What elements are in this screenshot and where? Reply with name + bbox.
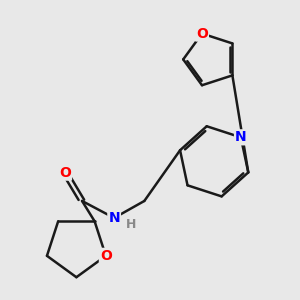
- Text: N: N: [108, 211, 120, 225]
- Text: N: N: [235, 130, 247, 144]
- Text: O: O: [196, 27, 208, 40]
- Text: H: H: [126, 218, 136, 231]
- Text: O: O: [59, 166, 71, 180]
- Text: O: O: [100, 249, 112, 263]
